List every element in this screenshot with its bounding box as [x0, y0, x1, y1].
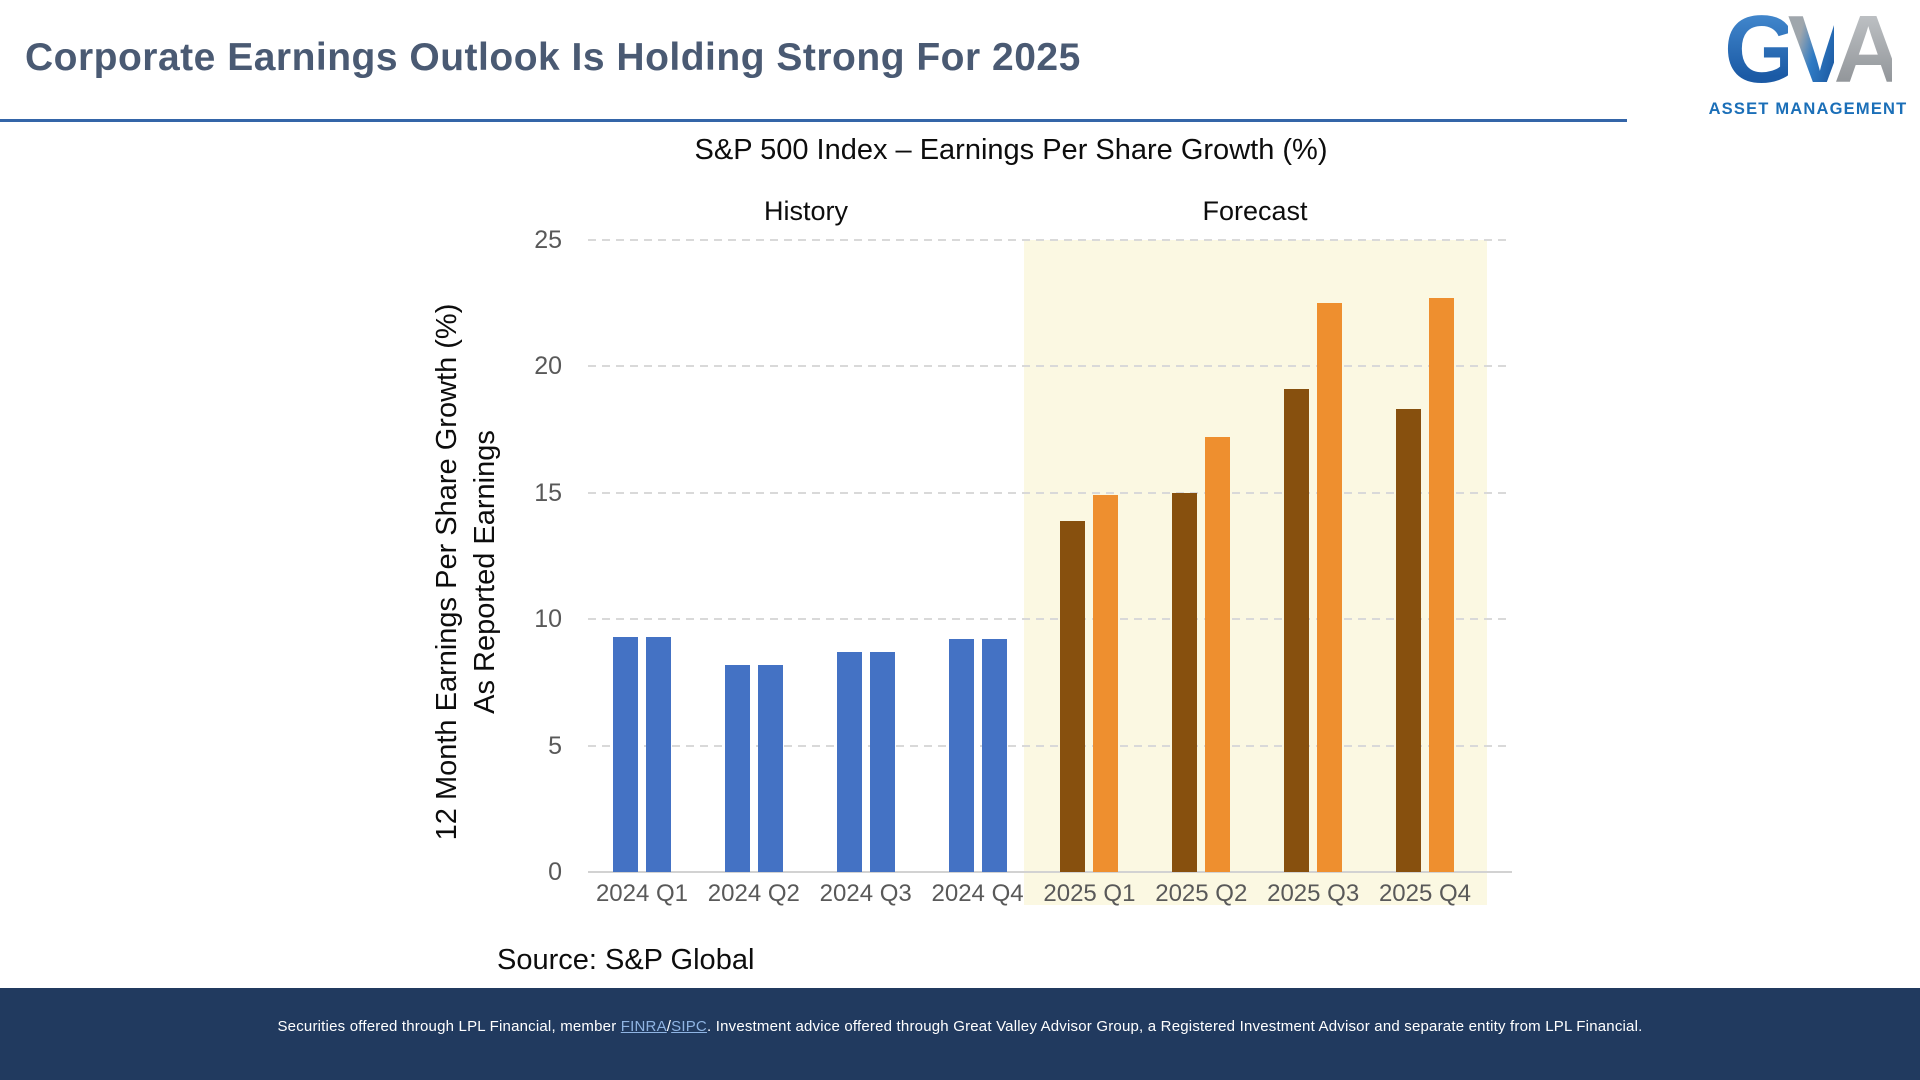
bar-2025-q2-bar-right: [1205, 437, 1231, 872]
logo-letters: GVA ™: [1703, 2, 1915, 98]
logo-letter-a: A: [1834, 0, 1903, 103]
bar-2025-q4-bar-right: [1428, 298, 1454, 872]
history-region-label: History: [763, 196, 848, 226]
logo-subtitle: ASSET MANAGEMENT: [1708, 100, 1908, 118]
bar-2024-q1-bar-left: [613, 636, 638, 872]
bar-2024-q2-bar-right: [757, 664, 783, 872]
y-tick-label-20: 20: [534, 352, 562, 381]
x-tick-label-2025-q4: 2025 Q4: [1378, 880, 1472, 907]
x-tick-label-2024-q3: 2024 Q3: [819, 880, 912, 907]
page-title: Corporate Earnings Outlook Is Holding St…: [25, 36, 1081, 79]
bar-2025-q2-bar-left: [1172, 492, 1198, 872]
y-tick-label-15: 15: [534, 478, 562, 507]
footer-text-after: . Investment advice offered through Grea…: [706, 1018, 1643, 1035]
logo-letter-v: V: [1788, 0, 1845, 103]
x-tick-label-2025-q3: 2025 Q3: [1267, 880, 1360, 907]
y-tick-label-0: 0: [548, 858, 562, 886]
bar-2025-q3-bar-right: [1317, 303, 1343, 872]
chart-title: S&P 500 Index – Earnings Per Share Growt…: [694, 134, 1328, 166]
trademark-symbol: ™: [1902, 44, 1915, 59]
footer-disclaimer-bar: Securities offered through LPL Financial…: [0, 988, 1920, 1080]
source-note: Source: S&P Global: [497, 944, 755, 976]
bar-2025-q1-bar-left: [1060, 520, 1086, 872]
bar-2025-q4-bar-left: [1395, 409, 1421, 872]
x-tick-label-2024-q1: 2024 Q1: [595, 880, 689, 907]
bar-2024-q1-bar-right: [646, 636, 671, 872]
header-rule: [0, 119, 1627, 122]
x-tick-label-2025-q2: 2025 Q2: [1155, 880, 1248, 907]
y-tick-label-5: 5: [548, 731, 562, 760]
bar-2024-q3-bar-right: [869, 652, 895, 872]
footer-slash: /: [666, 1018, 672, 1035]
bar-2024-q4-bar-left: [948, 639, 974, 872]
finra-link[interactable]: FINRA: [620, 1018, 667, 1035]
y-tick-label-10: 10: [534, 605, 562, 634]
gridline-20: [588, 365, 1512, 368]
gridline-5: [588, 744, 1512, 747]
gridline-15: [588, 491, 1512, 494]
y-axis-title-line-1: 12 Month Earnings Per Share Growth (%): [431, 303, 463, 841]
axis-baseline: [588, 871, 1512, 873]
bar-2025-q3-bar-left: [1284, 389, 1310, 872]
sipc-link[interactable]: SIPC: [671, 1018, 707, 1035]
company-logo: GVA ™ ASSET MANAGEMENT: [1703, 2, 1915, 119]
footer-text-before: Securities offered through LPL Financial…: [277, 1018, 621, 1035]
gridline-25: [588, 239, 1512, 241]
x-tick-label-2025-q1: 2025 Q1: [1043, 880, 1136, 907]
bar-2025-q1-bar-right: [1093, 495, 1119, 872]
forecast-region-label: Forecast: [1202, 196, 1308, 226]
x-tick-label-2024-q2: 2024 Q2: [707, 880, 800, 907]
bar-2024-q2-bar-left: [724, 664, 750, 872]
bar-2024-q4-bar-right: [981, 639, 1007, 872]
gridline-10: [588, 618, 1512, 621]
bar-2024-q3-bar-left: [836, 652, 862, 872]
footer-disclaimer-text: Securities offered through LPL Financial…: [0, 1018, 1920, 1035]
x-tick-label-2024-q4: 2024 Q4: [931, 880, 1024, 907]
y-tick-label-25: 25: [534, 226, 562, 254]
logo-letter-g: G: [1724, 0, 1799, 103]
